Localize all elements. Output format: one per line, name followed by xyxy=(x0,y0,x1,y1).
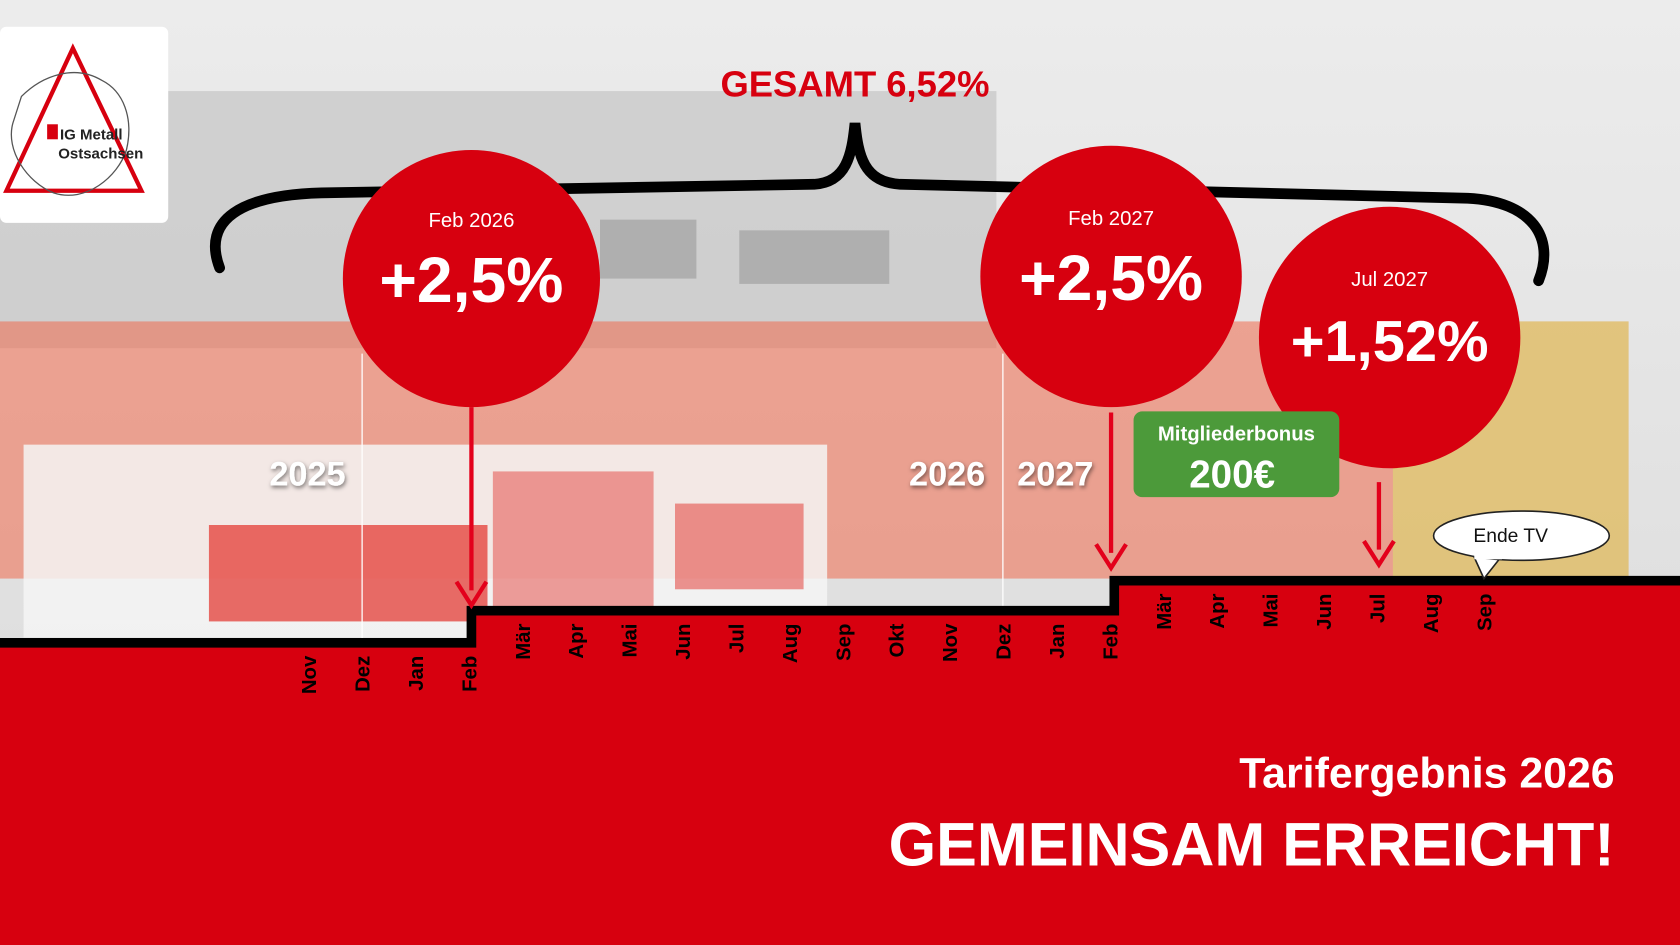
increase-bubble xyxy=(342,150,600,408)
bonus-label: Mitgliederbonus xyxy=(1158,423,1315,445)
window xyxy=(739,230,890,284)
year-label: 2025 xyxy=(269,455,345,493)
arrow-head xyxy=(454,580,489,610)
month-label: Jul xyxy=(1367,594,1389,623)
month-label: Mai xyxy=(1261,594,1283,628)
month-label: Nov xyxy=(940,623,962,662)
total-label: GESAMT 6,52% xyxy=(720,63,989,104)
month-label: Jun xyxy=(673,624,695,660)
increase-value: +1,52% xyxy=(1291,310,1489,374)
month-label: Jan xyxy=(1047,624,1069,659)
end-bubble xyxy=(1432,510,1611,562)
month-label: Dez xyxy=(994,624,1016,660)
year-label: 2027 xyxy=(1017,455,1093,493)
month-label: Aug xyxy=(1421,594,1443,634)
bonus-box xyxy=(1133,411,1340,498)
logo-mark xyxy=(47,124,58,140)
month-label: Dez xyxy=(352,656,374,692)
bonus-amount: 200€ xyxy=(1189,453,1275,496)
logo-line2: Ostsachsen xyxy=(58,146,143,163)
step-line xyxy=(0,575,1680,648)
month-label: Sep xyxy=(833,624,855,661)
month-label: Apr xyxy=(566,623,588,658)
headline: GEMEINSAM ERREICHT! xyxy=(889,811,1615,879)
arrow-head xyxy=(1094,543,1128,572)
increase-value: +2,5% xyxy=(379,244,563,316)
logo-line1: IG Metall xyxy=(60,126,123,143)
timeline: Nov Dez Jan Feb Mär Apr Mai Jun Jul Aug Sep Okt Nov D… xyxy=(269,145,1521,694)
month-label: Jul xyxy=(726,624,748,653)
month-label: Sep xyxy=(1474,594,1496,631)
increase-date: Jul 2027 xyxy=(1351,269,1428,291)
end-bubble-tail xyxy=(1472,554,1501,581)
end-bubble-joint xyxy=(1474,548,1503,560)
year-label: 2026 xyxy=(909,455,985,493)
month-label: Feb xyxy=(459,656,481,692)
increase-bubble xyxy=(980,145,1242,408)
month-label: Jan xyxy=(406,656,428,691)
brace xyxy=(209,122,1550,287)
increase-date: Feb 2026 xyxy=(428,210,514,232)
month-label: Mär xyxy=(513,623,535,659)
red-floor xyxy=(0,580,1680,945)
banner-team xyxy=(675,503,804,590)
increase-value: +2,5% xyxy=(1019,242,1203,314)
arrow-head xyxy=(1362,539,1396,569)
logo-triangle xyxy=(3,43,145,193)
logo-map xyxy=(10,72,130,196)
month-label: Okt xyxy=(887,623,909,657)
logo-box xyxy=(0,26,169,223)
banner-logo xyxy=(208,525,488,622)
month-label: Aug xyxy=(780,624,802,664)
month-label: Mai xyxy=(620,624,642,658)
month-label: Mär xyxy=(1154,593,1176,629)
increase-date: Feb 2027 xyxy=(1068,208,1154,230)
month-label: Feb xyxy=(1100,624,1122,660)
banner-forklift xyxy=(492,471,654,611)
increase-bubble xyxy=(1258,206,1521,469)
month-label: Jun xyxy=(1314,594,1336,630)
month-label: Apr xyxy=(1207,593,1229,628)
window xyxy=(600,219,697,279)
subtitle: Tarifergebnis 2026 xyxy=(1239,750,1614,798)
end-label: Ende TV xyxy=(1473,526,1548,547)
month-label: Nov xyxy=(299,655,321,694)
